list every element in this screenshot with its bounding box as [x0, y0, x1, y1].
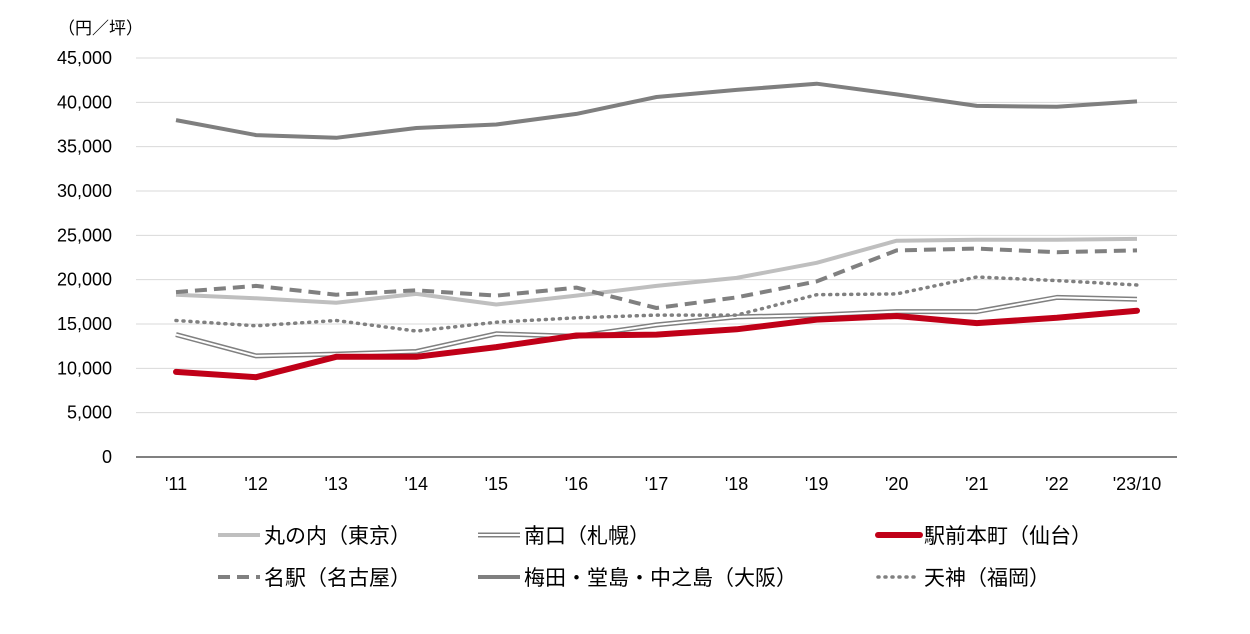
legend-label-meieki: 名駅（名古屋） [264, 566, 411, 590]
y-tick-label: 45,000 [57, 48, 112, 68]
legend-item-minamiguchi: 南口（札幌） [478, 524, 650, 548]
legend-item-umeda: 梅田・堂島・中之島（大阪） [478, 566, 797, 590]
legend-label-tenjin: 天神（福岡） [924, 566, 1050, 590]
x-tick-label: '20 [885, 474, 908, 494]
y-tick-label: 5,000 [67, 403, 112, 423]
x-tick-label: '17 [645, 474, 668, 494]
y-tick-label: 0 [102, 447, 112, 467]
legend-label-umeda: 梅田・堂島・中之島（大阪） [524, 566, 797, 590]
x-tick-label: '16 [565, 474, 588, 494]
legend: 丸の内（東京） 南口（札幌） 駅前本町（仙台） 名駅（名古屋） 梅田・堂島・中之島（大阪… [218, 524, 1092, 590]
y-tick-label: 10,000 [57, 358, 112, 378]
x-tick-label: '13 [324, 474, 347, 494]
x-tick-label: '12 [244, 474, 267, 494]
y-axis-unit-label: （円／坪） [58, 19, 143, 39]
legend-label-marunouchi: 丸の内（東京） [264, 524, 411, 548]
gridlines [136, 57, 1177, 414]
legend-label-minamiguchi: 南口（札幌） [524, 524, 650, 548]
series-line-tenjin [174, 275, 1139, 333]
y-tick-label: 25,000 [57, 225, 112, 245]
x-tick-label: '21 [965, 474, 988, 494]
series-line-marunouchi [175, 236, 1138, 307]
series-lines [173, 81, 1140, 381]
y-tick-label: 35,000 [57, 137, 112, 157]
series-line-meieki [175, 246, 1138, 310]
y-tick-label: 20,000 [57, 270, 112, 290]
x-tick-label: '18 [725, 474, 748, 494]
x-tick-label: '23/10 [1113, 474, 1161, 494]
legend-item-tenjin: 天神（福岡） [876, 566, 1050, 590]
series-line-ekimae [173, 307, 1140, 381]
y-axis-tick-labels: 0 5,000 10,000 15,000 20,000 25,000 30,000 35,0… [57, 48, 112, 467]
series-line-umeda [175, 81, 1138, 140]
x-tick-label: '11 [165, 474, 187, 494]
y-tick-label: 15,000 [57, 314, 112, 334]
x-tick-label: '22 [1045, 474, 1068, 494]
x-tick-label: '19 [805, 474, 828, 494]
legend-item-marunouchi: 丸の内（東京） [218, 524, 411, 548]
legend-item-ekimae: 駅前本町（仙台） [875, 524, 1092, 548]
y-tick-label: 30,000 [57, 181, 112, 201]
legend-item-meieki: 名駅（名古屋） [218, 566, 411, 590]
y-tick-label: 40,000 [57, 92, 112, 112]
legend-label-ekimae: 駅前本町（仙台） [924, 524, 1092, 548]
x-axis-tick-labels: '11 '12 '13 '14 '15 '16 '17 '18 '19 '20 '21 '22 '23/… [165, 474, 1161, 494]
x-tick-label: '14 [405, 474, 428, 494]
x-tick-label: '15 [485, 474, 508, 494]
